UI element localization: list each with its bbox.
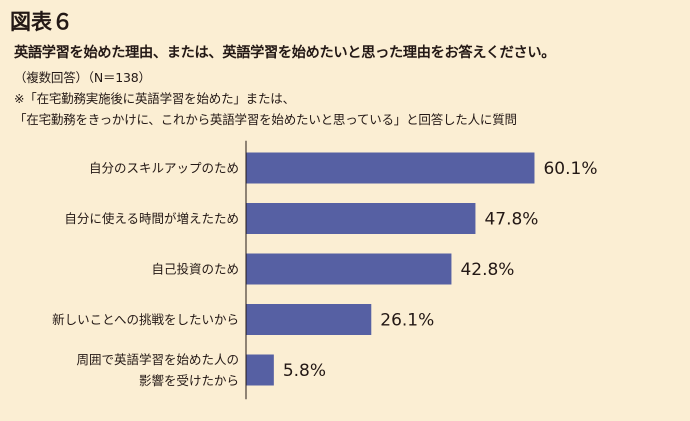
category-label-4-line-1: 影響を受けたから: [139, 373, 239, 388]
category-labels-group: 自分のスキルアップのため自分に使える時間が増えたため自己投資のため新しいことへの…: [52, 161, 239, 389]
bars-group: [246, 152, 535, 386]
bar-3: [246, 304, 372, 335]
figure-label: 図表６: [10, 10, 73, 34]
value-labels-group: 60.1% 47.8% 42.8% 26.1% 5.8%: [283, 159, 598, 381]
answer-note: （複数回答）（N＝138）: [14, 70, 151, 85]
bar-4: [246, 354, 274, 386]
category-label-1: 自分に使える時間が増えたため: [64, 211, 239, 226]
bar-0: [246, 152, 535, 184]
value-label-2: 42.8%: [460, 260, 514, 280]
value-label-1: 47.8%: [484, 210, 538, 230]
value-label-0: 60.1%: [543, 159, 597, 179]
bar-1: [246, 203, 476, 234]
category-label-3: 新しいことへの挑戦をしたいから: [52, 312, 239, 327]
chart-question: 英語学習を始めた理由、または、英語学習を始めたいと思った理由をお答えください。: [14, 45, 556, 61]
value-label-4: 5.8%: [283, 361, 326, 381]
target-note-line-1: ※「在宅勤務実施後に英語学習を始めた」または、: [14, 91, 295, 106]
bar-2: [246, 253, 452, 285]
category-label-0: 自分のスキルアップのため: [89, 161, 239, 176]
target-note-line-2: 「在宅勤務をきっかけに、これから英語学習を始めたいと思っている」と回答した人に質…: [14, 112, 517, 127]
category-label-4-line-0: 周囲で英語学習を始めた人の: [76, 352, 239, 367]
value-label-3: 26.1%: [380, 311, 434, 331]
category-label-2: 自己投資のため: [151, 262, 239, 277]
